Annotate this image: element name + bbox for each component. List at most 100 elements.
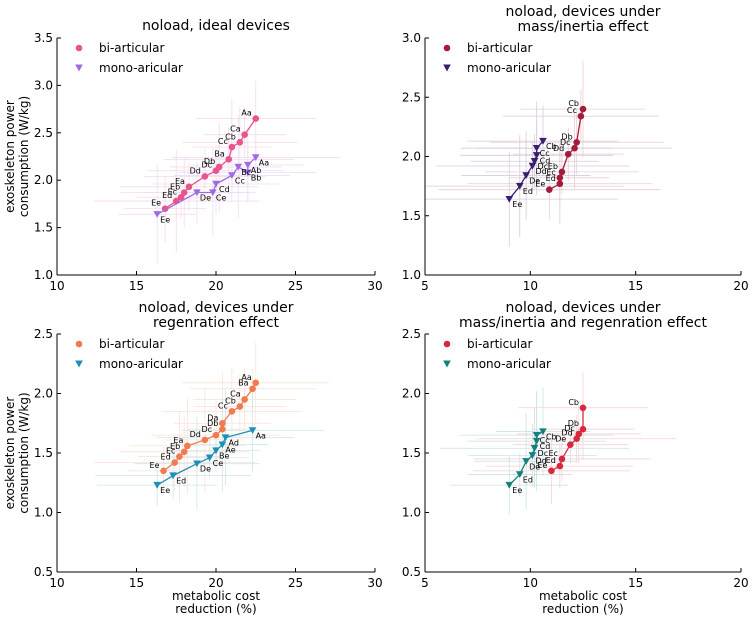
point-label: Dc <box>538 162 549 171</box>
data-point <box>528 452 537 459</box>
data-point <box>205 454 214 462</box>
data-point <box>160 467 167 475</box>
point-label: Ed <box>546 174 556 183</box>
data-point <box>180 189 188 196</box>
x-tick-label: 30 <box>367 279 382 293</box>
data-point <box>176 453 183 460</box>
data-point <box>218 441 227 449</box>
data-point <box>532 431 541 439</box>
data-point <box>184 442 191 450</box>
legend-label: bi-articular <box>99 41 164 55</box>
point-label: Cd <box>219 185 230 194</box>
point-label: Ee <box>512 486 522 495</box>
legend-label: bi-articular <box>99 337 164 351</box>
data-point <box>209 189 217 197</box>
point-label: Dc <box>538 449 549 458</box>
data-point <box>522 458 530 465</box>
data-point <box>532 152 541 159</box>
point-label: Ba <box>238 379 248 388</box>
point-label: Ad <box>229 439 239 448</box>
data-point <box>212 180 220 188</box>
data-point <box>234 163 243 171</box>
x-tick-label: 10 <box>523 279 538 293</box>
point-label: Cb <box>225 397 236 406</box>
point-label: Ec <box>168 187 177 196</box>
legend-marker <box>443 64 451 72</box>
point-label: Cb <box>546 142 557 151</box>
x-tick-label: 10 <box>523 576 538 590</box>
y-tick-label: 2.0 <box>402 150 421 164</box>
legend-label: bi-articular <box>467 41 532 55</box>
point-label: Db <box>207 419 218 428</box>
data-point <box>201 173 209 180</box>
point-label: Ed <box>161 453 171 462</box>
point-label: Ec <box>546 168 555 177</box>
data-point <box>212 167 220 175</box>
data-point <box>532 145 541 152</box>
data-point <box>522 172 530 180</box>
legend-label: mono-aricular <box>467 357 551 371</box>
y-axis-label: exoskeleton powerconsumption (W/kg) <box>3 96 31 217</box>
point-label: Db <box>568 419 579 428</box>
data-point <box>539 137 547 145</box>
data-point <box>558 455 566 463</box>
point-label: Cc <box>567 106 577 115</box>
data-point <box>579 404 587 412</box>
legend: bi-articular mono-aricular <box>443 337 551 371</box>
y-tick-label: 1.0 <box>34 506 53 520</box>
data-point <box>579 425 587 433</box>
point-label: Da <box>207 413 218 422</box>
x-tick-label: 15 <box>628 576 643 590</box>
point-label: Aa <box>241 109 251 118</box>
data-point <box>528 162 537 170</box>
point-label: Ed <box>162 191 172 200</box>
point-label: Ed <box>523 475 533 484</box>
data-point <box>577 112 585 120</box>
point-label: Ec <box>548 449 557 458</box>
data-point <box>571 144 578 152</box>
subplot-2: noload, devices under mass/inertia effect… <box>402 4 749 293</box>
point-label: Ea <box>175 177 185 186</box>
legend-label: mono-aricular <box>99 61 183 75</box>
legend-label: mono-aricular <box>99 357 183 371</box>
y-tick-label: 1.5 <box>34 221 53 235</box>
point-label: Aa <box>256 431 266 440</box>
point-label: De <box>555 435 566 444</box>
data-point <box>193 460 201 468</box>
data-point <box>248 427 257 434</box>
point-label: Cd <box>540 442 551 451</box>
x-tick-label: 30 <box>367 576 382 590</box>
legend-marker <box>75 44 83 52</box>
data-point <box>539 428 547 436</box>
y-tick-label: 2.0 <box>402 387 421 401</box>
data-point <box>236 403 244 410</box>
data-point <box>558 168 566 176</box>
point-label: Ed <box>546 456 556 465</box>
data-point <box>532 437 541 445</box>
data-point <box>251 154 260 162</box>
point-label: Cc <box>218 401 228 410</box>
legend-marker <box>443 44 451 52</box>
data-point <box>219 425 226 433</box>
legend-marker <box>75 360 83 368</box>
y-tick-label: 2.0 <box>34 387 53 401</box>
data-point <box>545 186 553 193</box>
point-label: Dc <box>564 424 575 433</box>
y-tick-label: 1.0 <box>402 268 421 282</box>
data-point <box>252 115 260 122</box>
point-label: Cc <box>540 436 550 445</box>
data-point <box>225 156 233 163</box>
data-point <box>505 481 514 489</box>
y-tick-label: 2.5 <box>402 90 421 104</box>
point-label: Ba <box>214 149 224 158</box>
point-label: Cd <box>540 156 551 165</box>
x-tick-label: 20 <box>733 576 748 590</box>
data-point <box>556 174 564 182</box>
y-tick-label: 1.5 <box>402 209 421 223</box>
x-tick-label: 15 <box>628 279 643 293</box>
